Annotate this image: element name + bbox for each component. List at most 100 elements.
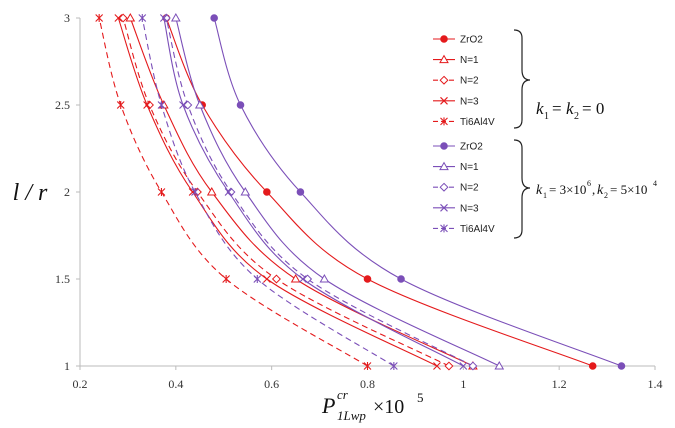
- data-point: [240, 186, 251, 196]
- legend-brace-group1: [513, 29, 531, 129]
- x-axis-label: P cr 1Lwp ×10 5: [321, 387, 424, 423]
- data-point: [206, 186, 217, 196]
- y-tick-label: 2: [64, 185, 70, 199]
- svg-text:k: k: [536, 99, 544, 118]
- data-point: [468, 361, 478, 371]
- data-point: [444, 361, 454, 371]
- legend-item: N=2: [433, 75, 479, 87]
- y-tick-label: 1: [64, 359, 70, 373]
- svg-text:,: ,: [592, 182, 595, 197]
- data-point: [617, 362, 626, 370]
- x-tick-label: 1.4: [648, 377, 663, 391]
- series-2-ti6al4v: [138, 14, 398, 370]
- data-point: [588, 362, 597, 370]
- svg-text:= 3×10: = 3×10: [549, 182, 586, 197]
- legend-label: Ti6Al4V: [460, 224, 495, 235]
- data-point: [170, 12, 181, 22]
- svg-text:k: k: [566, 99, 574, 118]
- y-tick-label: 2.5: [55, 98, 70, 112]
- data-point: [459, 362, 468, 370]
- legend-marker: [439, 54, 449, 64]
- data-point: [125, 12, 136, 22]
- data-point: [210, 14, 218, 22]
- x-tick-label: 0.6: [264, 377, 279, 391]
- x-label-sub: 1Lwp: [337, 408, 366, 423]
- data-point: [298, 275, 307, 283]
- svg-text:4: 4: [653, 179, 657, 188]
- legend-marker: [439, 161, 449, 171]
- series-1-n-3: [114, 14, 441, 370]
- data-point: [262, 275, 271, 283]
- svg-text:k: k: [536, 183, 543, 198]
- svg-text:2: 2: [604, 191, 608, 200]
- data-point: [222, 275, 231, 283]
- series-1-ti6al4v: [95, 14, 372, 370]
- x-tick-label: 0.8: [360, 377, 375, 391]
- legend-item: Ti6Al4V: [433, 117, 495, 128]
- legend-marker: [440, 142, 448, 150]
- x-tick-label: 1: [460, 377, 466, 391]
- data-point: [389, 362, 398, 370]
- legend-marker: [440, 203, 448, 212]
- legend-marker: [439, 75, 449, 85]
- legend-item: Ti6Al4V: [433, 224, 495, 235]
- legend-brace-group2: [513, 139, 531, 239]
- legend-label: N=1: [460, 55, 479, 66]
- data-point: [253, 275, 262, 283]
- data-point: [319, 273, 330, 283]
- y-tick-label: 3: [64, 11, 70, 25]
- data-point: [290, 273, 301, 283]
- data-point: [236, 101, 245, 109]
- legend-label: N=3: [460, 203, 479, 214]
- x-tick-label: 0.2: [73, 377, 88, 391]
- series-line: [175, 17, 500, 367]
- legend-label: N=3: [460, 96, 479, 107]
- svg-text:=: =: [552, 99, 562, 118]
- x-tick-label: 0.4: [168, 377, 183, 391]
- svg-text:6: 6: [587, 179, 591, 188]
- series-line: [98, 17, 368, 367]
- x-label-sup: cr: [337, 387, 349, 402]
- annotation-group2: k 1 = 3×10 6 , k 2 = 5×10 4: [536, 179, 657, 200]
- legend-label: ZrO2: [460, 142, 483, 153]
- data-point: [138, 14, 147, 22]
- legend-marker: [440, 96, 448, 105]
- data-point: [194, 99, 205, 109]
- data-point: [263, 188, 271, 196]
- svg-text:1: 1: [543, 191, 547, 200]
- series-line: [163, 17, 464, 367]
- x-label-base: P: [321, 393, 335, 418]
- series-2-n-3: [159, 14, 468, 370]
- data-point: [179, 101, 187, 109]
- x-tick-labels: 0.2 0.4 0.6 0.8 1 1.2 1.4: [73, 366, 663, 391]
- legend-item: ZrO2: [433, 35, 483, 46]
- legend-label: ZrO2: [460, 35, 483, 46]
- legend-label: N=2: [460, 76, 479, 87]
- series-1-n-2: [118, 13, 454, 371]
- data-point: [191, 188, 199, 196]
- x-label-times: ×10: [373, 396, 404, 418]
- data-point: [363, 362, 372, 370]
- legend-item: N=2: [433, 182, 479, 194]
- y-tick-label: 1.5: [55, 272, 70, 286]
- legend-marker: [440, 224, 448, 233]
- svg-text:= 5×10: = 5×10: [610, 182, 647, 197]
- svg-text:k: k: [597, 183, 604, 198]
- legend-label: N=2: [460, 183, 479, 194]
- data-point: [433, 362, 441, 370]
- legend-item: N=3: [433, 96, 479, 107]
- data-point: [95, 14, 104, 22]
- legend-marker: [440, 117, 448, 126]
- series-line: [122, 17, 450, 367]
- annotation-group1: k 1 = k 2 = 0: [536, 99, 604, 122]
- legend-label: N=1: [460, 162, 479, 173]
- data-point: [116, 101, 125, 109]
- data-point: [363, 275, 372, 283]
- data-point: [271, 274, 281, 284]
- data-point: [118, 13, 128, 23]
- data-point: [143, 101, 151, 109]
- legend-marker: [440, 35, 448, 43]
- legend-item: N=3: [433, 203, 479, 214]
- series-line: [141, 17, 395, 367]
